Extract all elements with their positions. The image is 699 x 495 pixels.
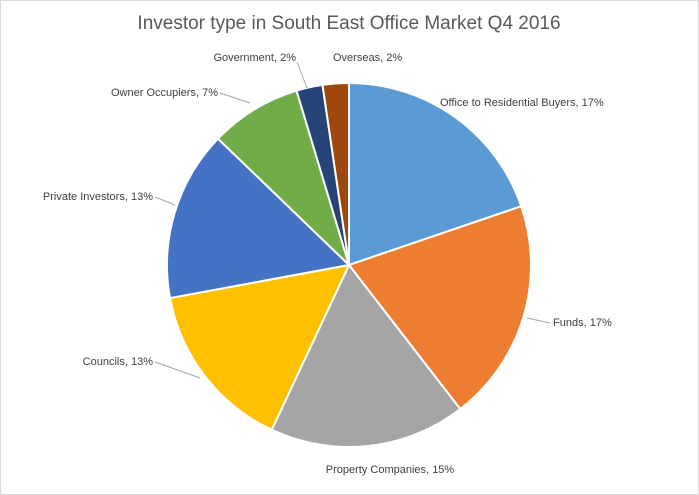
pie-slice [166, 137, 352, 300]
pie-slice [348, 81, 523, 267]
leader-line [154, 196, 176, 206]
label-separator: , [274, 52, 280, 64]
label-name: Property Companies [326, 464, 427, 476]
pie-slice [347, 204, 532, 411]
leader-line [219, 92, 251, 104]
label-separator: , [576, 97, 582, 109]
label-separator: , [196, 87, 202, 99]
label-value: 15% [432, 464, 454, 476]
label-separator: , [380, 52, 386, 64]
label-name: Office to Residential Buyers [440, 97, 576, 109]
label-value: 7% [202, 87, 218, 99]
label-name: Owner Occupiers [111, 87, 196, 99]
data-label: Private Investors, 13% [43, 191, 153, 203]
label-name: Private Investors [43, 191, 125, 203]
data-label: Owner Occupiers, 7% [111, 87, 218, 99]
label-name: Government [213, 52, 274, 64]
label-separator: , [584, 317, 590, 329]
data-label: Government, 2% [213, 52, 296, 64]
pie-slice [270, 263, 462, 448]
label-value: 17% [590, 317, 612, 329]
data-label: Overseas, 2% [333, 52, 402, 64]
leader-line [526, 317, 551, 324]
pie-slice [321, 81, 350, 266]
leader-line [154, 361, 201, 379]
label-value: 2% [280, 52, 296, 64]
label-value: 17% [582, 97, 604, 109]
data-label: Funds, 17% [553, 317, 612, 329]
label-name: Councils [83, 356, 126, 368]
pie-slice [168, 263, 351, 432]
label-separator: , [426, 464, 432, 476]
label-separator: , [125, 191, 131, 203]
chart-title: Investor type in South East Office Marke… [137, 13, 560, 34]
leader-line [296, 61, 308, 89]
label-name: Overseas [333, 52, 381, 64]
label-value: 2% [386, 52, 402, 64]
data-label: Office to Residential Buyers, 17% [440, 97, 604, 109]
label-value: 13% [131, 356, 153, 368]
data-label: Property Companies, 15% [326, 464, 455, 476]
pie-slice [216, 89, 352, 269]
label-value: 13% [131, 191, 153, 203]
label-separator: , [125, 356, 131, 368]
label-name: Funds [553, 317, 584, 329]
data-label: Councils, 13% [83, 356, 154, 368]
